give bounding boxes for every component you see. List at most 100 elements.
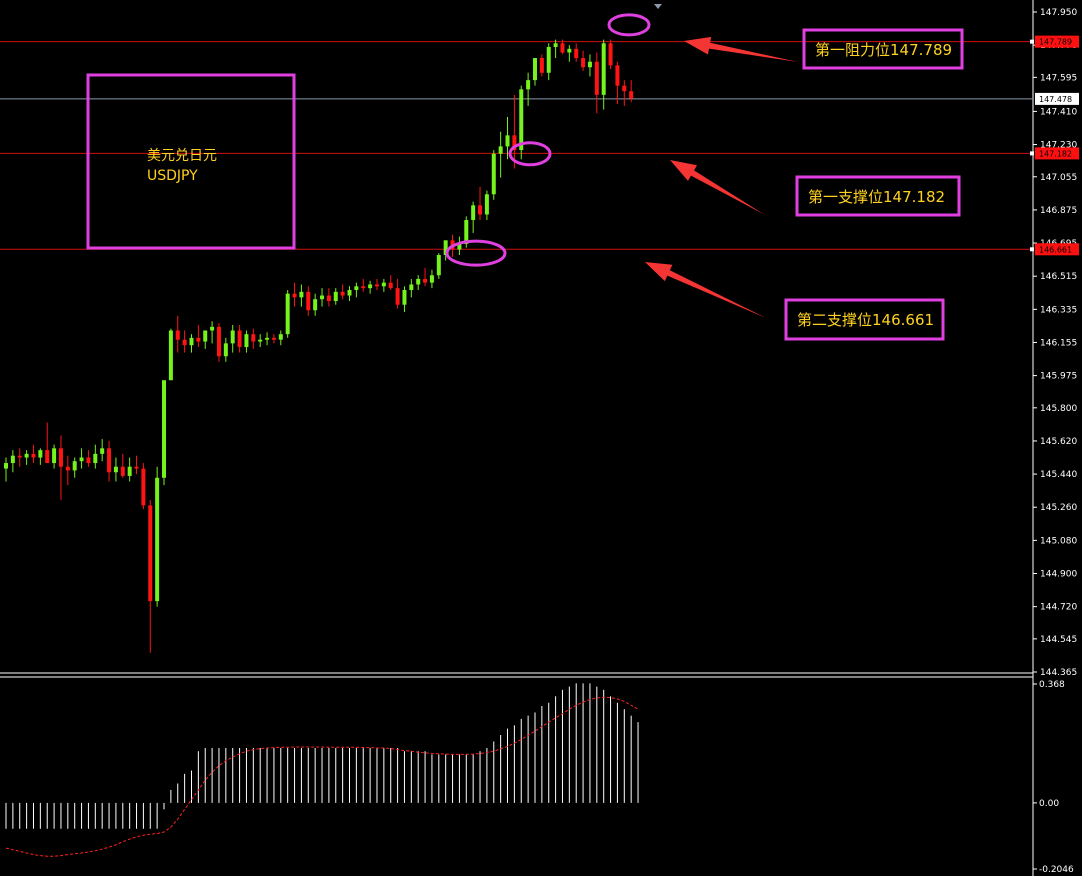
highlight-ellipse bbox=[445, 239, 507, 267]
candle-body bbox=[182, 339, 187, 346]
support1-marker bbox=[1030, 151, 1034, 156]
candle-body bbox=[491, 153, 496, 195]
candle-body bbox=[581, 58, 586, 68]
candle-body bbox=[258, 339, 263, 342]
candle-body bbox=[457, 243, 462, 250]
candle-body bbox=[423, 278, 428, 283]
candle-body bbox=[271, 337, 276, 340]
price-tag-label: 147.478 bbox=[1039, 95, 1072, 104]
candle-body bbox=[402, 289, 407, 305]
price-tag-label: 146.661 bbox=[1039, 245, 1072, 254]
candle-body bbox=[155, 477, 160, 602]
candle-body bbox=[196, 337, 201, 342]
candle-body bbox=[72, 461, 77, 471]
candle-body bbox=[526, 80, 531, 90]
candle-body bbox=[189, 337, 194, 346]
candle-body bbox=[299, 291, 304, 298]
candle-body bbox=[443, 240, 448, 256]
level-annotation-box bbox=[802, 28, 964, 70]
y-tick-label: 147.230 bbox=[1040, 141, 1077, 151]
candle-body bbox=[45, 450, 50, 464]
candle-body bbox=[38, 450, 43, 458]
candle-body bbox=[429, 275, 434, 283]
candle-body bbox=[374, 284, 379, 287]
candle-body bbox=[354, 286, 359, 290]
candle-body bbox=[512, 135, 517, 151]
candle-body bbox=[436, 255, 441, 276]
macd-sub-plot: 0.368 0.00 -0.2046 bbox=[5, 680, 1074, 875]
candle-body bbox=[79, 457, 84, 462]
candle-body bbox=[216, 326, 221, 357]
candle-body bbox=[244, 334, 249, 348]
candle-body bbox=[409, 284, 414, 290]
y-tick-label: 145.260 bbox=[1040, 503, 1077, 513]
macd-signal-line bbox=[5, 696, 639, 857]
y-tick-label: 145.800 bbox=[1040, 404, 1077, 414]
price-tag-label: 147.789 bbox=[1039, 38, 1072, 47]
candle-body bbox=[168, 330, 173, 381]
candle-body bbox=[4, 463, 8, 469]
highlight-ellipse bbox=[508, 141, 552, 167]
candle-body bbox=[629, 91, 634, 99]
title-box bbox=[86, 73, 296, 250]
sub-y-tick-label: -0.2046 bbox=[1039, 865, 1074, 875]
candle-body bbox=[100, 448, 105, 454]
y-tick-label: 146.875 bbox=[1040, 206, 1077, 216]
y-tick-label: 145.620 bbox=[1040, 437, 1077, 447]
candle-body bbox=[608, 43, 613, 66]
y-tick-label: 144.720 bbox=[1040, 603, 1077, 613]
candle-body bbox=[313, 299, 318, 311]
price-tag bbox=[1035, 147, 1079, 160]
candle-body bbox=[484, 194, 489, 215]
y-tick-label: 146.515 bbox=[1040, 272, 1077, 282]
candle-body bbox=[58, 448, 63, 467]
candle-body bbox=[52, 448, 57, 464]
candle-body bbox=[361, 286, 366, 289]
pointer-arrow bbox=[684, 36, 798, 62]
candle-body bbox=[622, 85, 627, 92]
candle-body bbox=[65, 466, 70, 471]
candle-body bbox=[134, 466, 139, 469]
candle-body bbox=[86, 457, 91, 464]
candle-body bbox=[17, 455, 22, 458]
level-annotation-box bbox=[795, 175, 961, 217]
y-tick-label: 147.410 bbox=[1040, 107, 1077, 117]
candle-body bbox=[471, 205, 476, 221]
candle-body bbox=[237, 330, 242, 348]
y-tick-label: 145.440 bbox=[1040, 470, 1077, 480]
y-tick-label: 147.950 bbox=[1040, 8, 1077, 18]
candle-body bbox=[31, 453, 36, 458]
y-tick-label: 146.335 bbox=[1040, 305, 1077, 315]
candle-body bbox=[251, 334, 256, 342]
candle-body bbox=[306, 291, 311, 311]
candle-body bbox=[567, 48, 572, 53]
candle-body bbox=[141, 468, 146, 506]
candle-body bbox=[519, 89, 524, 151]
candle-body bbox=[326, 295, 331, 302]
candle-body bbox=[574, 48, 579, 59]
candle-body bbox=[120, 466, 125, 476]
y-tick-label: 146.155 bbox=[1040, 338, 1077, 348]
level-annotation-label: 第一支撑位147.182 bbox=[808, 188, 945, 206]
annotation-overlay: 美元兑日元 USDJPY 第一阻力位147.789 第一支撑位147.182 第二支… bbox=[86, 13, 964, 341]
title-line-en: USDJPY bbox=[147, 168, 198, 184]
sub-y-tick-label: 0.00 bbox=[1039, 799, 1059, 809]
candle-body bbox=[539, 58, 544, 73]
level-annotation-label: 第二支撑位146.661 bbox=[797, 311, 934, 329]
candle-body bbox=[340, 291, 345, 296]
candle-body bbox=[285, 293, 290, 335]
candle-body bbox=[24, 453, 29, 458]
candle-body bbox=[553, 43, 558, 47]
price-tag-label: 147.182 bbox=[1039, 149, 1072, 158]
candle-body bbox=[505, 135, 510, 147]
candle-body bbox=[333, 291, 338, 302]
candle-body bbox=[107, 448, 112, 473]
candle-body bbox=[388, 282, 393, 289]
candle-body bbox=[587, 61, 592, 68]
y-tick-label: 144.365 bbox=[1040, 668, 1077, 678]
candle-body bbox=[532, 58, 537, 81]
candle-body bbox=[265, 337, 270, 340]
candle-body bbox=[203, 330, 208, 342]
